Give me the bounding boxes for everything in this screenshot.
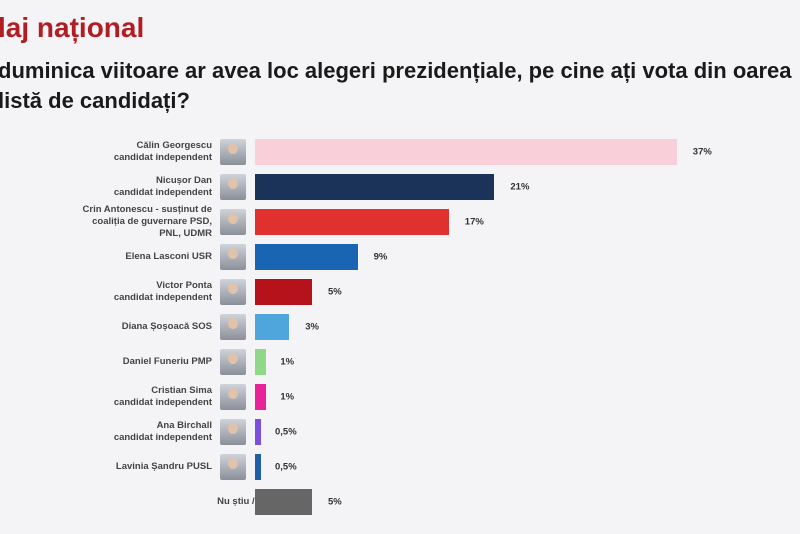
label-line: Elena Lasconi USR [125,251,212,262]
candidate-photo [220,209,246,235]
bar-row: Nicușor Dan candidat independent 21% [0,170,800,204]
bar-row: Daniel Funeriu PMP 1% [0,345,800,379]
candidate-photo [220,454,246,480]
bar [255,279,312,305]
bar [255,384,267,410]
bar [255,454,261,480]
candidate-photo [220,279,246,305]
label-line: Crin Antonescu - susținut de [82,204,212,215]
label-line: Ana Birchall [156,420,212,431]
label-line: candidat independent [113,292,212,303]
label-line: Nicușor Dan [156,175,212,186]
label-line: Daniel Funeriu PMP [122,356,212,367]
candidate-label: Nicușor Dan candidat independent [114,175,212,199]
data-label: 3% [305,321,319,333]
bar-row: Ana Birchall candidat independent 0,5% [0,415,800,449]
data-label: 37% [692,146,712,158]
label-line: Lavinia Șandru PUSL [115,461,212,472]
label-line: Cristian Sima [151,385,212,396]
candidate-label: Daniel Funeriu PMP [123,356,212,368]
data-label: 0,5% [275,426,297,438]
bar [255,174,495,200]
label-line: Călin Georgescu [136,140,213,151]
bar-row: Cristian Sima candidat independent 1% [0,380,800,414]
bar-row: Elena Lasconi USR 9% [0,240,800,274]
data-label: 5% [328,496,342,508]
candidate-label: Elena Lasconi USR [125,251,212,263]
candidate-label: Victor Ponta candidat independent [114,280,212,304]
label-line: Diana Șoșoacă SOS [121,321,212,332]
bar-row: Victor Ponta candidat independent 5% [0,275,800,309]
data-label: 17% [464,216,484,228]
bar [255,244,358,270]
candidate-photo [220,419,246,445]
candidate-photo [220,139,246,165]
label-line: candidat independent [113,152,212,163]
chart-title: laj național [0,12,145,43]
candidate-label: Crin Antonescu - susținut de coaliția de … [83,204,212,240]
bar [255,349,267,375]
label-line: Victor Ponta [156,280,212,291]
bar-row: Crin Antonescu - susținut de coaliția de … [0,204,800,240]
bar-row: Lavinia Șandru PUSL 0,5% [0,450,800,484]
bar [255,489,312,515]
bar-row: Nu știu / Nu răspund5% [0,485,800,519]
label-line: candidat independent [113,187,212,198]
candidate-label: Ana Birchall candidat independent [114,420,212,444]
candidate-label: Lavinia Șandru PUSL [116,461,212,473]
bar-row: Diana Șoșoacă SOS 3% [0,310,800,344]
label-line: coaliția de guvernare PSD, [92,216,212,227]
bar [255,209,449,235]
candidate-photo [220,349,246,375]
candidate-label: Cristian Sima candidat independent [114,385,212,409]
candidate-photo [220,244,246,270]
data-label: 1% [280,356,295,368]
data-label: 21% [510,181,530,193]
data-label: 9% [373,251,388,263]
label-line: candidat independent [113,397,212,408]
bar-row: Călin Georgescu candidat independent 37% [0,135,800,169]
data-label: 5% [328,286,342,298]
candidate-photo [220,314,246,340]
bar [255,139,677,165]
chart-question: duminica viitoare ar avea loc alegeri pr… [0,58,792,113]
bar [255,419,261,445]
data-label: 1% [280,391,295,403]
label-line: PNL, UDMR [159,228,212,239]
candidate-label: Diana Șoșoacă SOS [122,321,212,333]
label-line: candidat independent [113,432,212,443]
candidate-label: Călin Georgescu candidat independent [114,140,212,164]
data-label: 0,5% [275,461,297,473]
candidate-photo [220,174,246,200]
bar [255,314,290,340]
candidate-photo [220,384,246,410]
